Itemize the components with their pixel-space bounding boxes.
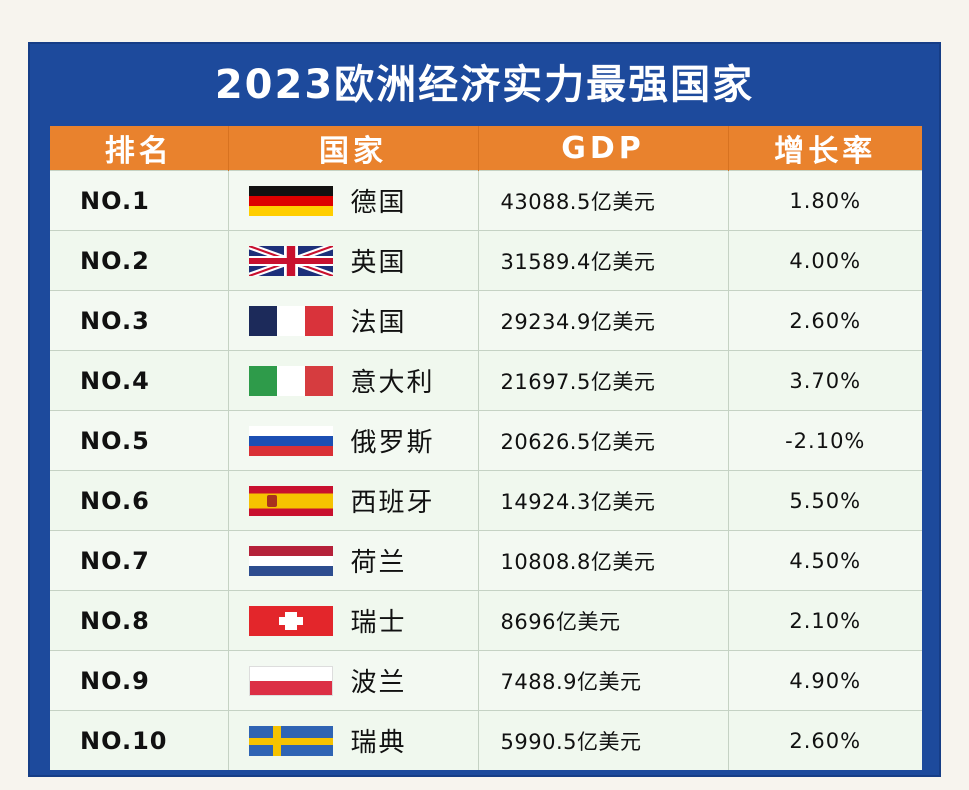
poland-flag-icon [248, 665, 333, 696]
country-name: 荷兰 [350, 548, 407, 578]
germany-flag-icon [248, 185, 333, 216]
country-name: 俄罗斯 [350, 428, 435, 458]
rank-cell: NO.6 [50, 470, 229, 531]
country-name: 波兰 [350, 668, 407, 698]
gdp-cell: 29234.9亿美元 [478, 290, 729, 351]
gdp-cell: 20626.5亿美元 [478, 410, 729, 471]
country-cell: 法国 [228, 290, 479, 351]
gdp-cell: 14924.3亿美元 [478, 470, 729, 531]
rank-cell: NO.10 [50, 710, 229, 770]
table-row: NO.8 瑞士 8696亿美元 2.10% [50, 590, 922, 651]
country-name: 德国 [350, 188, 407, 218]
table-frame: 2023欧洲经济实力最强国家 排名 国家 GDP 增长率 NO.1 德国 [28, 42, 941, 777]
country-cell: 德国 [228, 170, 479, 231]
country-name: 意大利 [350, 368, 435, 398]
country-cell: 瑞典 [228, 710, 479, 770]
growth-cell: 2.60% [728, 290, 922, 351]
growth-cell: 4.50% [728, 530, 922, 591]
switzerland-flag-icon [248, 605, 333, 636]
header-country: 国家 [228, 126, 479, 171]
france-flag-icon [248, 305, 333, 336]
growth-cell: 3.70% [728, 350, 922, 411]
table-row: NO.10 瑞典 5990.5亿美元 2.60% [50, 710, 922, 770]
country-name: 西班牙 [350, 488, 435, 518]
country-name: 英国 [350, 248, 407, 278]
gdp-cell: 31589.4亿美元 [478, 230, 729, 291]
growth-cell: 2.10% [728, 590, 922, 651]
header-gdp: GDP [478, 126, 729, 171]
table-row: NO.1 德国 43088.5亿美元 1.80% [50, 170, 922, 231]
growth-cell: -2.10% [728, 410, 922, 471]
growth-cell: 4.00% [728, 230, 922, 291]
ranking-table: 排名 国家 GDP 增长率 NO.1 德国 43088.5亿美元 1.80% N… [50, 126, 922, 770]
gdp-cell: 7488.9亿美元 [478, 650, 729, 711]
growth-cell: 2.60% [728, 710, 922, 770]
header-growth: 增长率 [728, 126, 922, 171]
country-cell: 波兰 [228, 650, 479, 711]
rank-cell: NO.3 [50, 290, 229, 351]
growth-cell: 1.80% [728, 170, 922, 231]
table-row: NO.7 荷兰 10808.8亿美元 4.50% [50, 530, 922, 591]
gdp-cell: 8696亿美元 [478, 590, 729, 651]
country-cell: 瑞士 [228, 590, 479, 651]
uk-flag-icon [248, 245, 333, 276]
growth-cell: 4.90% [728, 650, 922, 711]
netherlands-flag-icon [248, 545, 333, 576]
country-cell: 意大利 [228, 350, 479, 411]
rank-cell: NO.2 [50, 230, 229, 291]
table-row: NO.6 西班牙 14924.3亿美元 5.50% [50, 470, 922, 531]
gdp-cell: 5990.5亿美元 [478, 710, 729, 770]
table-row: NO.9 波兰 7488.9亿美元 4.90% [50, 650, 922, 711]
page-title: 2023欧洲经济实力最强国家 [214, 62, 755, 108]
gdp-cell: 21697.5亿美元 [478, 350, 729, 411]
rank-cell: NO.8 [50, 590, 229, 651]
gdp-cell: 10808.8亿美元 [478, 530, 729, 591]
country-name: 法国 [350, 308, 407, 338]
table-row: NO.5 俄罗斯 20626.5亿美元 -2.10% [50, 410, 922, 471]
sweden-flag-icon [248, 725, 333, 756]
country-cell: 英国 [228, 230, 479, 291]
rank-cell: NO.9 [50, 650, 229, 711]
rank-cell: NO.7 [50, 530, 229, 591]
country-name: 瑞典 [350, 728, 407, 758]
growth-cell: 5.50% [728, 470, 922, 531]
table-header-row: 排名 国家 GDP 增长率 [50, 126, 922, 171]
country-cell: 西班牙 [228, 470, 479, 531]
table-row: NO.4 意大利 21697.5亿美元 3.70% [50, 350, 922, 411]
table-row: NO.3 法国 29234.9亿美元 2.60% [50, 290, 922, 351]
table-row: NO.2 英国 [50, 230, 922, 291]
rank-cell: NO.4 [50, 350, 229, 411]
spain-flag-icon [248, 485, 333, 516]
rank-cell: NO.5 [50, 410, 229, 471]
russia-flag-icon [248, 425, 333, 456]
gdp-cell: 43088.5亿美元 [478, 170, 729, 231]
italy-flag-icon [248, 365, 333, 396]
header-rank: 排名 [50, 126, 229, 171]
country-name: 瑞士 [350, 608, 407, 638]
country-cell: 荷兰 [228, 530, 479, 591]
country-cell: 俄罗斯 [228, 410, 479, 471]
rank-cell: NO.1 [50, 170, 229, 231]
